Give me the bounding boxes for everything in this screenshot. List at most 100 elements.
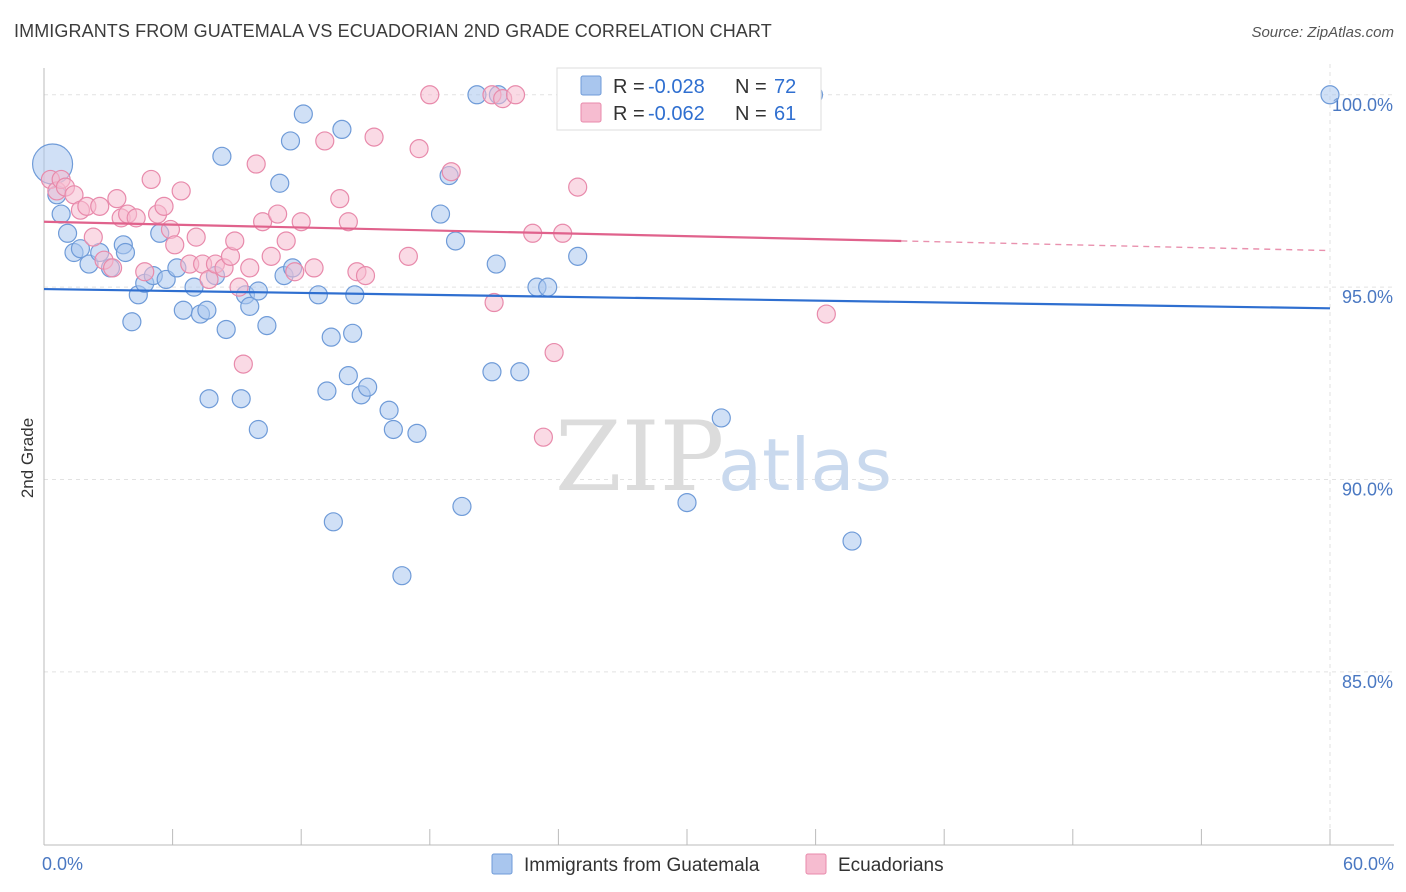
y-tick-label: 85.0% <box>1342 672 1393 692</box>
x-tick-label: 0.0% <box>42 854 83 874</box>
axes <box>43 68 1394 846</box>
point-guatemala <box>383 419 403 440</box>
point-ecuadorians <box>126 208 146 228</box>
point-guatemala <box>317 381 337 401</box>
legend-swatch-ecuadorians <box>580 102 602 123</box>
legend-n-label-1: N = <box>735 76 767 98</box>
series-legend-swatch-guatemala <box>491 853 513 875</box>
point-guatemala <box>57 223 78 243</box>
watermark: ZIP atlas <box>555 401 892 513</box>
point-guatemala <box>280 131 301 151</box>
source-credit: Source: ZipAtlas.com <box>1251 24 1394 41</box>
point-guatemala <box>677 492 697 513</box>
point-ecuadorians <box>285 262 305 282</box>
chart-title: IMMIGRANTS FROM GUATEMALA VS ECUADORIAN … <box>14 21 772 41</box>
legend-n-value-2: 61 <box>774 103 796 125</box>
point-ecuadorians <box>154 196 174 216</box>
point-guatemala <box>379 400 399 420</box>
point-guatemala <box>70 239 91 259</box>
point-guatemala <box>231 389 251 409</box>
point-guatemala <box>445 231 466 251</box>
point-guatemala <box>338 366 358 386</box>
point-guatemala <box>323 512 343 532</box>
point-guatemala <box>212 146 232 166</box>
point-ecuadorians <box>568 177 588 197</box>
watermark-atlas: atlas <box>718 423 892 507</box>
point-ecuadorians <box>246 154 266 174</box>
point-ecuadorians <box>102 258 123 278</box>
point-guatemala <box>358 377 378 397</box>
point-ecuadorians <box>441 162 461 182</box>
trend-line-guatemala <box>43 287 1331 310</box>
point-ecuadorians <box>330 189 350 209</box>
point-guatemala <box>216 319 236 340</box>
point-guatemala <box>321 327 341 347</box>
point-guatemala <box>173 300 193 320</box>
point-ecuadorians <box>291 212 311 232</box>
trend-line-ecuadorians-extension <box>901 240 1331 252</box>
point-ecuadorians <box>338 212 358 232</box>
point-ecuadorians <box>816 304 836 324</box>
point-ecuadorians <box>90 196 110 216</box>
point-ecuadorians <box>186 227 206 247</box>
point-ecuadorians <box>233 354 253 374</box>
y-tick-label: 95.0% <box>1342 287 1393 307</box>
point-guatemala <box>538 277 558 297</box>
point-guatemala <box>711 408 731 428</box>
legend-n-value-1: 72 <box>774 76 796 98</box>
point-ecuadorians <box>420 85 440 105</box>
point-guatemala <box>240 296 260 316</box>
point-guatemala <box>248 281 268 301</box>
point-ecuadorians <box>276 231 296 251</box>
point-guatemala <box>407 423 427 443</box>
point-guatemala <box>51 204 71 224</box>
series-legend-swatch-ecuadorians <box>805 853 827 875</box>
point-ecuadorians <box>141 169 161 190</box>
point-guatemala <box>308 285 328 305</box>
legend-r-value-1: -0.028 <box>648 76 705 98</box>
point-ecuadorians <box>268 204 288 224</box>
point-guatemala <box>270 173 290 193</box>
point-ecuadorians <box>171 181 191 201</box>
point-ecuadorians <box>261 246 281 266</box>
point-guatemala <box>392 566 412 586</box>
data-points <box>31 85 1340 586</box>
point-ecuadorians <box>304 258 324 278</box>
point-guatemala <box>482 362 502 382</box>
watermark-zip: ZIP <box>555 401 724 513</box>
point-guatemala <box>842 531 862 551</box>
point-ecuadorians <box>240 258 260 278</box>
point-guatemala <box>568 246 588 266</box>
point-guatemala <box>332 119 352 140</box>
point-ecuadorians <box>135 262 155 282</box>
point-guatemala <box>452 496 472 517</box>
legend-r-label-2: R = <box>613 103 645 125</box>
point-ecuadorians <box>83 227 103 247</box>
point-guatemala <box>486 254 506 274</box>
point-ecuadorians <box>398 246 418 266</box>
point-ecuadorians <box>364 127 384 147</box>
point-guatemala <box>430 204 451 224</box>
point-guatemala <box>343 323 363 343</box>
point-guatemala <box>257 316 277 336</box>
trend-lines <box>43 220 1331 310</box>
x-tick-label: 60.0% <box>1343 854 1394 874</box>
point-ecuadorians <box>409 139 429 159</box>
point-ecuadorians <box>355 266 376 286</box>
point-guatemala <box>199 389 219 409</box>
y-tick-label: 100.0% <box>1332 95 1393 115</box>
stats-legend: R = -0.028 N = 72 R = -0.062 N = 61 <box>556 67 822 131</box>
point-ecuadorians <box>484 292 504 313</box>
y-axis-label: 2nd Grade <box>18 418 37 498</box>
series-legend: Immigrants from Guatemala Ecuadorians <box>491 853 944 876</box>
point-guatemala <box>197 300 217 320</box>
legend-r-value-2: -0.062 <box>648 103 705 125</box>
y-tick-label: 90.0% <box>1342 480 1393 500</box>
x-tick-labels: 0.0% 60.0% <box>42 854 1394 874</box>
legend-n-label-2: N = <box>735 103 767 125</box>
point-ecuadorians <box>505 85 526 105</box>
point-guatemala <box>1320 85 1340 105</box>
point-ecuadorians <box>229 277 249 297</box>
point-guatemala <box>115 242 136 263</box>
